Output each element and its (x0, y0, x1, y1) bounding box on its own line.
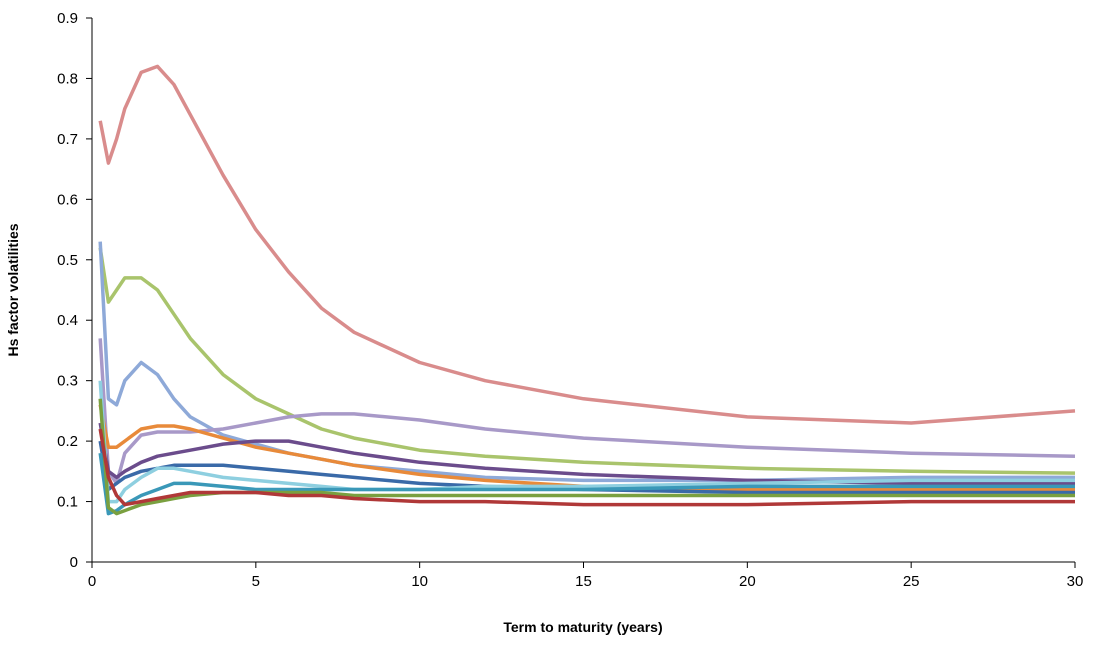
series-line (98, 422, 1075, 486)
series-line (98, 64, 1076, 425)
y-tick-label: 0.6 (57, 191, 78, 208)
x-tick-label: 20 (739, 573, 756, 590)
x-tick-label: 10 (411, 573, 428, 590)
series-line (98, 398, 1075, 516)
x-tick-label: 5 (252, 573, 260, 590)
x-axis-title: Term to maturity (years) (503, 619, 662, 635)
x-tick-label: 25 (903, 573, 920, 590)
y-axis-title: Hs factor volatilities (5, 223, 21, 356)
y-tick-label: 0.8 (57, 70, 78, 87)
y-tick-label: 0.2 (57, 433, 78, 450)
y-tick-label: 0.3 (57, 373, 78, 390)
series-line (98, 428, 1075, 507)
y-tick-label: 0.5 (57, 252, 78, 269)
x-tick-label: 15 (575, 573, 592, 590)
series-line (98, 338, 1076, 486)
y-tick-label: 0.4 (57, 312, 78, 329)
x-tick-label: 30 (1067, 573, 1084, 590)
y-tick-label: 0.1 (57, 494, 78, 511)
series-line (98, 380, 1075, 504)
series-line (98, 247, 1076, 475)
x-tick-label: 0 (88, 573, 96, 590)
y-tick-label: 0 (70, 554, 78, 571)
series-line (98, 241, 1075, 483)
y-tick-label: 0.7 (57, 131, 78, 148)
y-tick-label: 0.9 (57, 10, 78, 27)
